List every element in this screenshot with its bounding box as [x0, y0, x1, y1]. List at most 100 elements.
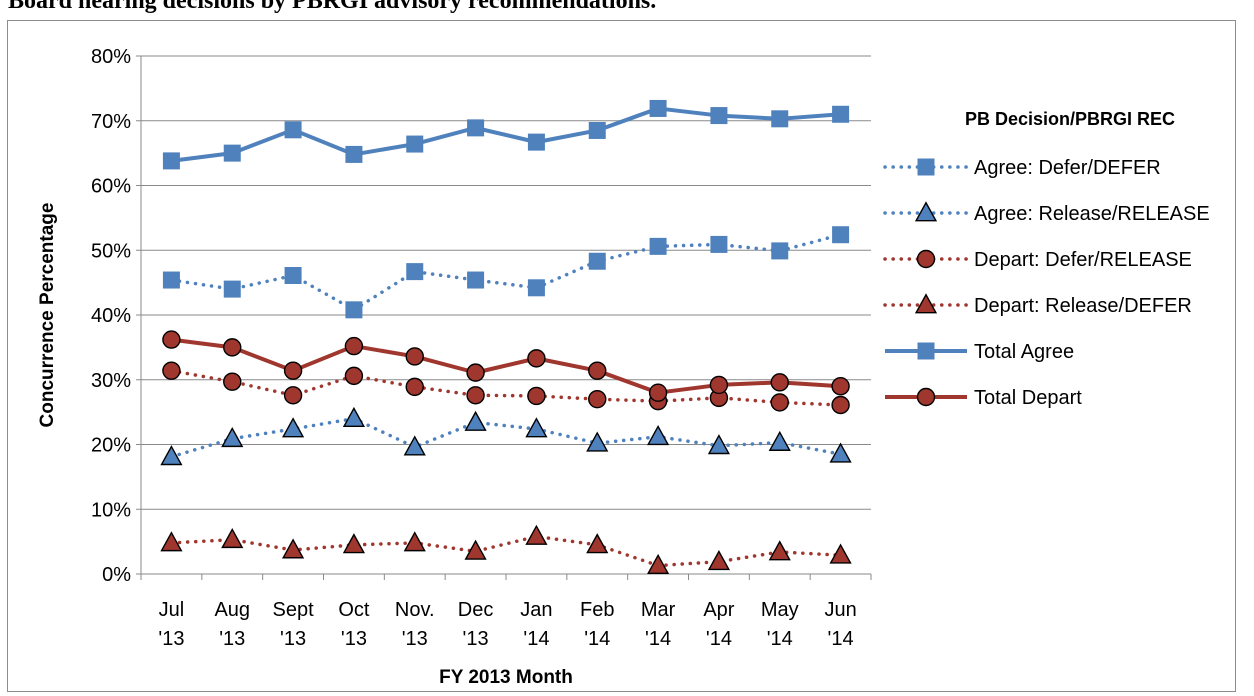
- legend-label: Depart: Defer/RELEASE: [974, 249, 1192, 271]
- data-point: [588, 361, 607, 380]
- data-point: [406, 135, 424, 153]
- x-tick-label-month: May: [761, 599, 799, 621]
- y-tick-label: 20%: [91, 435, 131, 457]
- data-point: [284, 267, 302, 285]
- x-tick-label: Aug '13: [214, 599, 250, 650]
- data-point: [345, 301, 363, 319]
- data-point: [162, 152, 180, 170]
- data-point: [768, 540, 791, 561]
- data-point: [284, 121, 302, 139]
- data-point: [648, 383, 668, 402]
- data-point: [525, 417, 548, 438]
- y-tick-label: 80%: [91, 46, 131, 68]
- data-point: [527, 279, 545, 297]
- data-point: [223, 372, 242, 391]
- legend: PB Decision/PBRGI REC Agree: Defer/DEFER…: [883, 109, 1210, 409]
- data-point: [832, 226, 850, 244]
- legend-title: PB Decision/PBRGI REC: [965, 109, 1175, 129]
- data-point: [344, 366, 364, 386]
- data-point: [829, 442, 852, 463]
- legend-label: Total Depart: [974, 387, 1082, 409]
- x-tick-label: Jan '14: [520, 599, 552, 650]
- legend-label: Agree: Defer/DEFER: [974, 157, 1161, 179]
- legend-item: Depart: Defer/RELEASE: [883, 249, 1192, 271]
- y-tick-label: 0%: [102, 564, 131, 586]
- x-tick-label-month: Dec: [458, 599, 494, 621]
- legend-item: Total Depart: [885, 387, 1082, 409]
- y-tick-label: 30%: [91, 370, 131, 392]
- x-tick-label: Apr '14: [703, 599, 734, 650]
- chart-frame: 0% 10% 20% 30% 40% 50% 60% 70% 80% Jul '13 Aug '13 S…: [7, 20, 1236, 692]
- data-point: [832, 105, 850, 123]
- data-point: [160, 445, 183, 466]
- data-point: [527, 349, 546, 368]
- x-tick-label: May '14: [761, 599, 799, 650]
- data-point: [770, 373, 789, 392]
- legend-item: Depart: Release/DEFER: [883, 293, 1192, 317]
- data-point: [646, 425, 670, 446]
- series-line: [169, 534, 843, 568]
- legend-item: Agree: Release/RELEASE: [883, 201, 1210, 225]
- axes: [140, 56, 871, 575]
- data-point: [464, 410, 487, 431]
- data-point: [223, 338, 242, 357]
- series-total-agree: [162, 99, 850, 170]
- x-tick-label-year: '13: [280, 628, 306, 650]
- data-point: [588, 389, 607, 409]
- data-point: [342, 533, 366, 554]
- data-point: [281, 538, 305, 559]
- x-tick-label-month: Aug: [214, 599, 250, 621]
- data-point: [588, 121, 606, 139]
- data-point: [466, 363, 485, 382]
- data-point: [403, 435, 426, 456]
- data-point: [162, 330, 181, 349]
- x-tick-label-year: '13: [158, 628, 184, 650]
- data-point: [829, 543, 852, 564]
- series-line: [169, 368, 843, 407]
- data-point: [527, 386, 546, 406]
- data-point: [709, 375, 729, 395]
- series-depart-defer-release: [162, 361, 850, 415]
- data-point: [646, 553, 670, 574]
- data-point: [160, 531, 183, 552]
- legend-label: Agree: Release/RELEASE: [974, 203, 1210, 225]
- x-tick-label-year: '14: [523, 628, 549, 650]
- series-depart-release-defer: [160, 524, 852, 574]
- data-point: [466, 386, 485, 405]
- data-point: [405, 377, 424, 397]
- data-point: [710, 107, 728, 125]
- data-point: [406, 263, 424, 281]
- series-line: [171, 106, 841, 163]
- data-point: [586, 533, 609, 554]
- legend-swatch-marker: [914, 293, 938, 314]
- x-tick-labels: Jul '13 Aug '13 Sept '13 Oct '13 Nov. '13 Dec '13 Ja…: [158, 599, 856, 650]
- data-point: [707, 549, 731, 571]
- data-point: [525, 524, 548, 545]
- data-point: [221, 426, 244, 448]
- series-agree-defer-defer: [162, 226, 850, 319]
- gridlines: [136, 55, 872, 580]
- legend-swatch-marker: [914, 201, 938, 222]
- y-tick-label: 50%: [91, 240, 131, 262]
- x-tick-label-month: Mar: [641, 599, 676, 621]
- y-tick-label: 40%: [91, 305, 131, 327]
- y-tick-label: 60%: [91, 176, 131, 198]
- x-tick-label: Nov. '13: [395, 599, 435, 650]
- x-tick-label: Oct '13: [338, 599, 370, 650]
- data-point: [281, 417, 305, 438]
- y-tick-label: 70%: [91, 111, 131, 133]
- y-tick-label: 10%: [91, 499, 131, 521]
- data-point: [771, 110, 789, 128]
- data-point: [405, 347, 424, 366]
- data-point: [221, 527, 244, 549]
- legend-item: Total Agree: [885, 341, 1074, 363]
- data-point: [283, 361, 303, 380]
- x-tick-label-year: '14: [767, 628, 793, 650]
- data-point: [467, 119, 485, 137]
- x-tick-label-year: '14: [706, 628, 732, 650]
- data-point: [342, 406, 366, 427]
- legend-label: Total Agree: [974, 341, 1074, 363]
- x-tick-label: Feb '14: [580, 599, 614, 650]
- x-tick-label-month: Sept: [273, 599, 315, 621]
